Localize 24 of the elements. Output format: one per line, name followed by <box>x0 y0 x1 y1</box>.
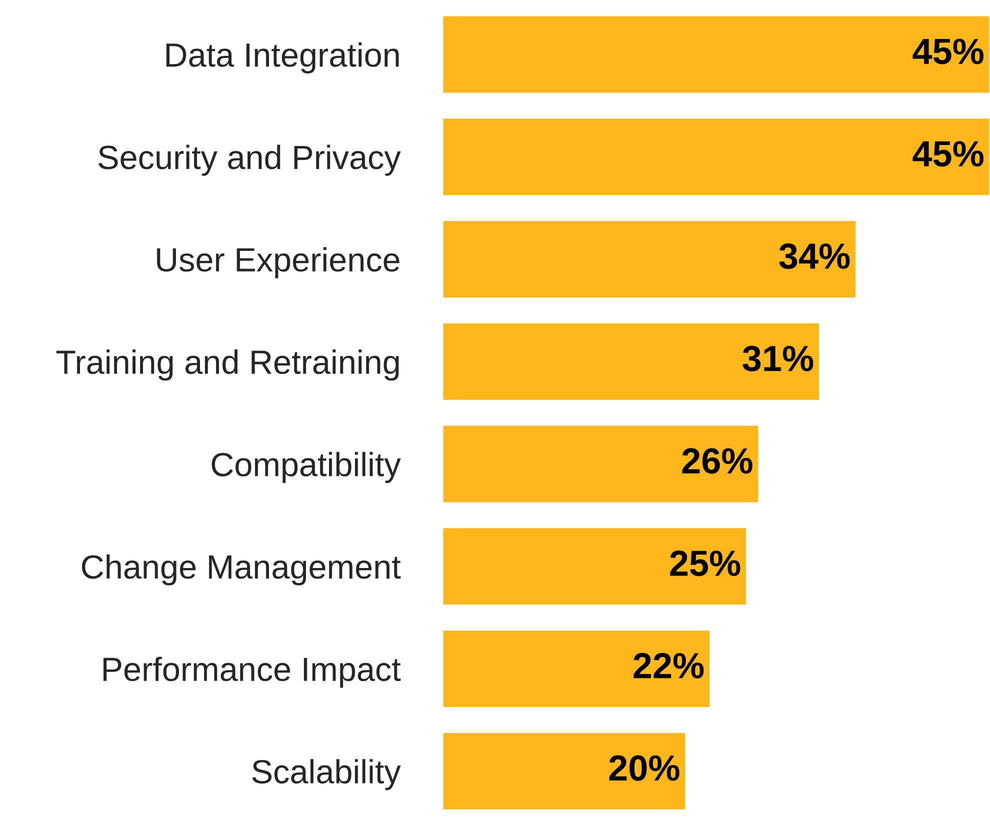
y-tick-label: Security and Privacy <box>98 144 401 176</box>
y-tick-label: Change Management <box>82 554 401 586</box>
data-label: 20% <box>609 755 680 781</box>
data-label: 45% <box>912 38 984 64</box>
bar <box>442 117 990 196</box>
data-label: 22% <box>634 652 704 678</box>
y-tick-label: Training and Retraining <box>56 350 399 381</box>
bar <box>442 322 820 402</box>
y-tick-label: Data Integration <box>166 42 399 74</box>
data-label: 26% <box>682 448 752 474</box>
y-tick-label: User Experience <box>157 247 400 278</box>
y-tick-label: Scalability <box>252 759 401 790</box>
data-label: 45% <box>912 141 984 167</box>
y-tick-label: Compatibility <box>212 452 401 484</box>
bar <box>442 526 748 606</box>
data-label: 25% <box>670 550 740 576</box>
bar <box>442 14 990 94</box>
bar <box>442 732 687 811</box>
bar <box>442 220 857 299</box>
bar <box>442 629 711 708</box>
y-tick-label: Performance Impact <box>104 656 401 688</box>
data-label: 34% <box>779 243 850 269</box>
bar <box>442 424 760 504</box>
data-label: 31% <box>742 346 814 372</box>
